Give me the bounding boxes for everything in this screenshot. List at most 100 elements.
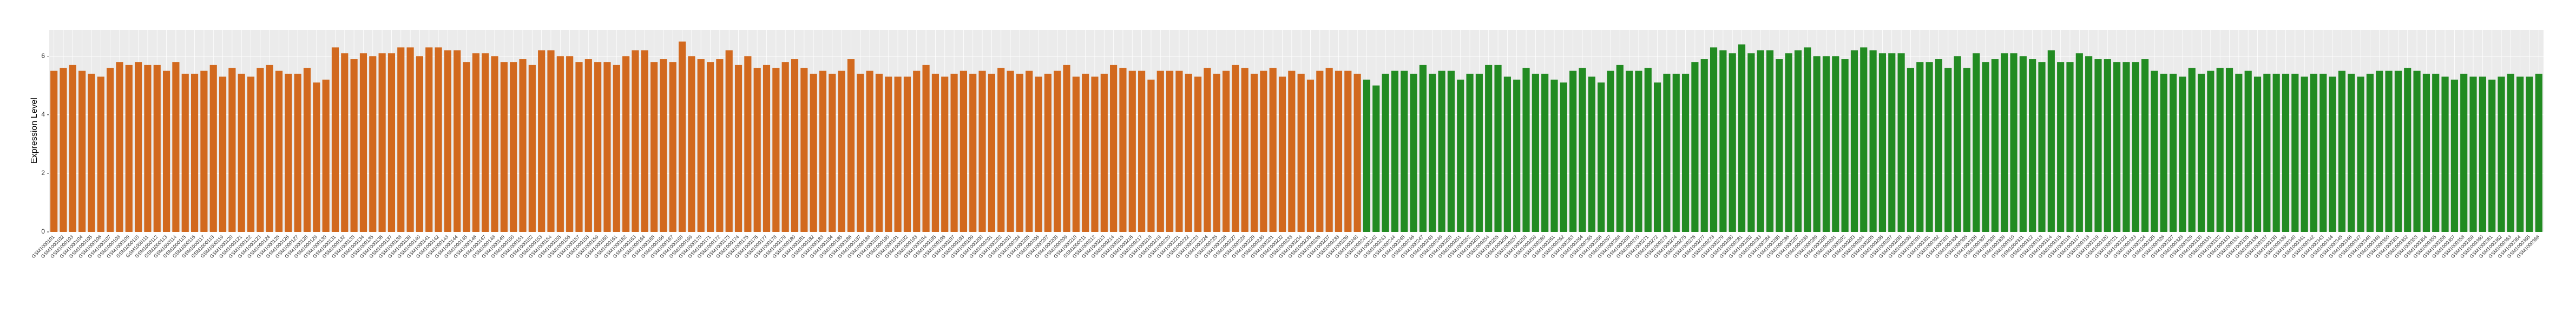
bar (584, 59, 592, 232)
bar (1447, 70, 1455, 232)
bar (1213, 74, 1220, 232)
bar (829, 74, 836, 232)
bar (781, 62, 789, 232)
bar (2413, 70, 2421, 232)
bar (594, 62, 602, 232)
bar (2310, 74, 2318, 232)
bar (69, 64, 76, 232)
bar (575, 62, 583, 232)
bar (257, 68, 264, 232)
bar (2441, 76, 2449, 232)
bar (772, 68, 780, 232)
bar (660, 59, 667, 232)
bar (697, 59, 705, 232)
bar (2291, 74, 2299, 232)
bar (969, 74, 977, 232)
bar (2244, 70, 2252, 232)
bar (2132, 62, 2139, 232)
bar (1166, 70, 1174, 232)
bar (228, 68, 236, 232)
bar (1560, 82, 1567, 232)
bar (1888, 53, 1896, 232)
bar (1204, 68, 1211, 232)
bar (2038, 62, 2046, 232)
bar (1729, 53, 1736, 232)
bar (60, 68, 67, 232)
bar (2188, 68, 2196, 232)
bar (725, 50, 733, 232)
bar (913, 70, 921, 232)
bar (2376, 70, 2383, 232)
bar (1035, 76, 1042, 232)
bar (1466, 74, 1474, 232)
bar (2019, 56, 2027, 232)
bar (997, 68, 1005, 232)
bar (172, 62, 180, 232)
bar (1353, 74, 1361, 232)
bar (116, 62, 123, 232)
bar (1016, 74, 1023, 232)
bar (566, 56, 574, 232)
bar (1766, 50, 1774, 232)
bar (1579, 68, 1586, 232)
bar (706, 62, 714, 232)
bar (1410, 74, 1417, 232)
bar (1119, 68, 1127, 232)
bar (1804, 47, 1811, 232)
bar (209, 64, 217, 232)
bar (538, 50, 546, 232)
bar (669, 62, 676, 232)
bar (1241, 68, 1248, 232)
bar (1185, 74, 1192, 232)
bar (2329, 76, 2336, 232)
bar (1616, 64, 1624, 232)
bar (2113, 62, 2121, 232)
bar (482, 53, 489, 232)
bar (88, 74, 95, 232)
bar (2535, 74, 2542, 232)
bar (1391, 70, 1399, 232)
bar (1926, 62, 1933, 232)
bar (313, 82, 320, 232)
bar (463, 62, 470, 232)
bar (107, 68, 114, 232)
bar (1044, 74, 1052, 232)
y-tick-label: 4 (41, 111, 45, 118)
bar (322, 79, 330, 232)
bar (2235, 74, 2243, 232)
bar (603, 62, 611, 232)
bar (1935, 59, 1942, 232)
bar (2207, 70, 2214, 232)
bar (1944, 68, 1952, 232)
bar (359, 53, 367, 232)
bar (1785, 53, 1792, 232)
y-tick-label: 0 (41, 228, 45, 235)
bar (1878, 53, 1887, 232)
bar (50, 70, 58, 232)
bar (734, 64, 742, 232)
bar (1026, 70, 1033, 232)
bar (941, 76, 949, 232)
bar (1607, 70, 1614, 232)
bar (1691, 62, 1699, 232)
bar (1344, 70, 1352, 232)
bar (1963, 68, 1970, 232)
bar (519, 59, 527, 232)
bar (716, 59, 724, 232)
bar (528, 64, 536, 232)
bar (144, 64, 152, 232)
bar (847, 59, 855, 232)
bar (613, 64, 620, 232)
bar (2001, 53, 2008, 232)
bar (1438, 70, 1445, 232)
bar (1128, 70, 1136, 232)
y-axis-label: Expression Level (30, 98, 39, 164)
bar (678, 41, 686, 232)
bar (1401, 70, 1408, 232)
bar (2197, 74, 2205, 232)
bar (2366, 74, 2374, 232)
bar (1710, 47, 1718, 232)
bar (960, 70, 967, 232)
